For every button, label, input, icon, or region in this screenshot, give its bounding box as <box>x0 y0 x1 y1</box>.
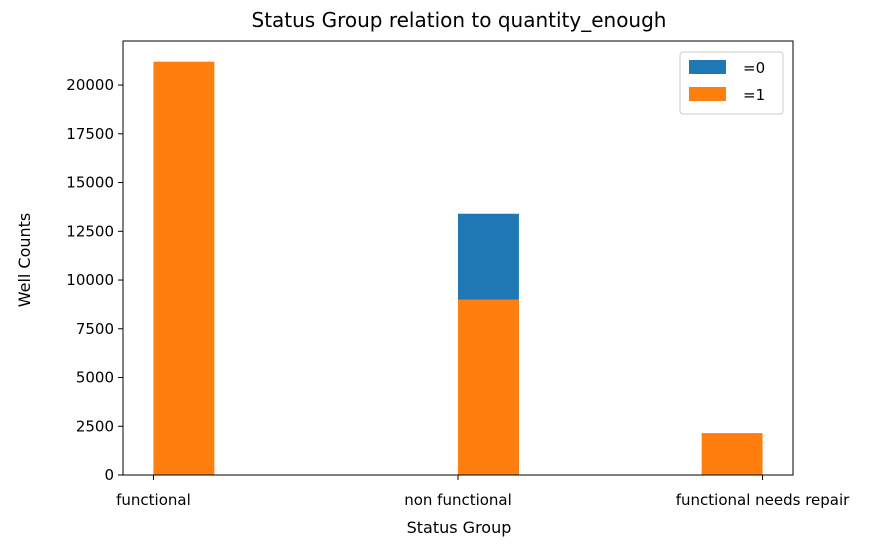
x-tick-label: functional <box>116 491 191 509</box>
y-tick-label: 20000 <box>66 76 114 94</box>
chart-title: Status Group relation to quantity_enough <box>252 8 667 32</box>
y-tick-label: 12500 <box>66 222 114 240</box>
x-tick-label: non functional <box>404 491 512 509</box>
y-tick-label: 17500 <box>66 125 114 143</box>
legend-swatch <box>689 87 726 101</box>
y-tick-label: 7500 <box>76 320 114 338</box>
x-axis-label: Status Group <box>407 518 512 537</box>
y-ticks-group: 0 2500 5000 7500 10000 12500 15000 17500 20000 <box>66 76 123 484</box>
y-tick-label: 10000 <box>66 271 114 289</box>
y-tick-label: 15000 <box>66 174 114 192</box>
legend-swatch <box>689 60 726 74</box>
x-ticks-group: functional non functional functional needs… <box>116 475 850 509</box>
y-axis-label: Well Counts <box>15 213 34 308</box>
bars-group <box>153 61 763 476</box>
legend-label: =0 <box>743 59 765 77</box>
bar-1-functional <box>153 61 215 476</box>
bar-1-non-functional <box>458 299 519 475</box>
x-tick-label: functional needs repair <box>676 491 850 509</box>
legend-label: =1 <box>743 86 765 104</box>
legend: =0 =1 <box>679 51 784 115</box>
axes-frame <box>122 40 794 476</box>
bar-1-functional-needs-repair <box>701 433 763 475</box>
y-tick-label: 0 <box>104 466 114 484</box>
y-tick-label: 2500 <box>76 417 114 435</box>
y-tick-label: 5000 <box>76 369 114 387</box>
